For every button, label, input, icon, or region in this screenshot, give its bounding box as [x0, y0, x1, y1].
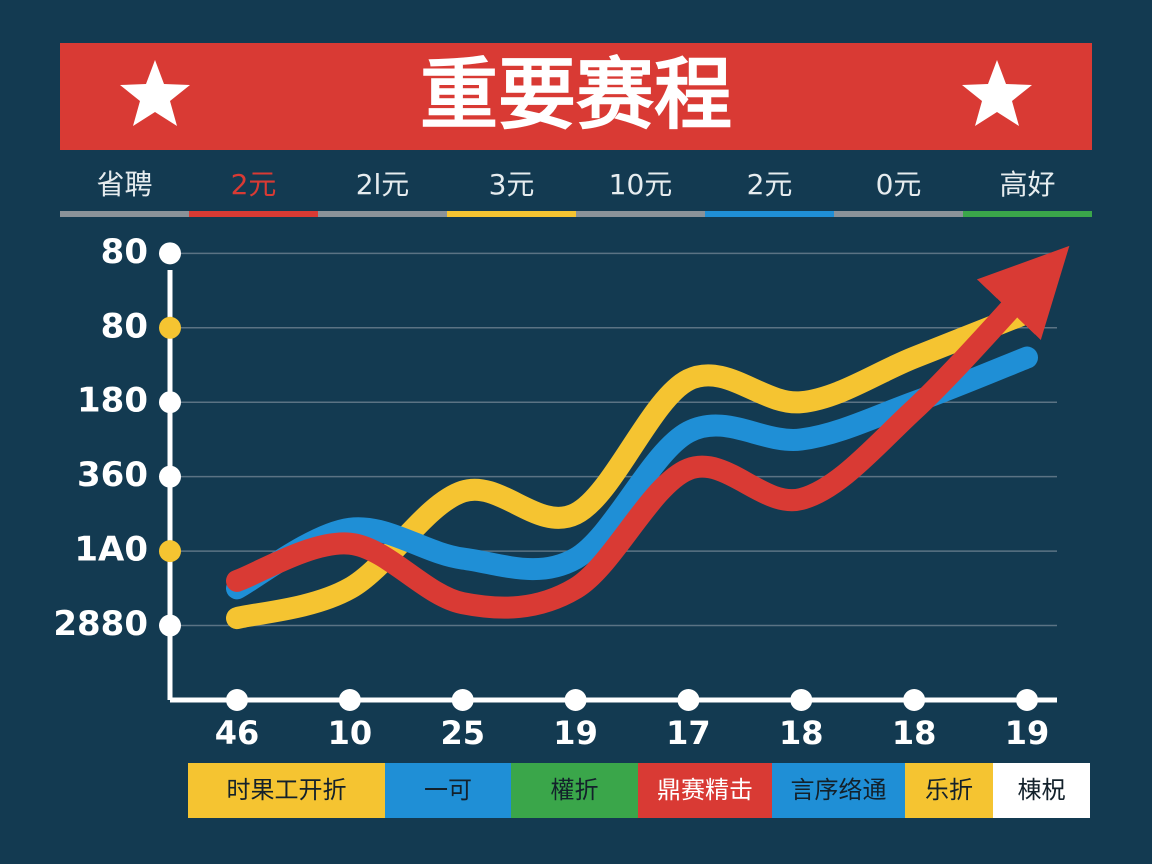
legend-swatch — [772, 763, 905, 818]
y-tick-label: 80 — [101, 232, 148, 272]
star — [120, 60, 190, 126]
y-tick-label: 80 — [101, 306, 148, 346]
tab-underline — [189, 211, 318, 217]
legend-label: 言序络通 — [791, 776, 887, 804]
tab-label: 10元 — [609, 168, 673, 201]
series-line — [226, 301, 1038, 630]
tab-underline — [60, 211, 189, 217]
star — [962, 60, 1032, 126]
tab-underline — [705, 211, 834, 217]
x-tick-label: 46 — [215, 714, 260, 752]
x-tick-dot — [451, 689, 474, 711]
tab-label: 3元 — [489, 168, 535, 201]
y-tick-dot — [159, 614, 181, 637]
x-tick-dot — [338, 689, 361, 711]
legend-swatch — [511, 763, 638, 818]
x-tick-label: 10 — [328, 714, 373, 752]
x-tick-label: 18 — [892, 714, 937, 752]
x-tick-dot — [790, 689, 813, 711]
series-line — [226, 346, 1038, 600]
series-line — [226, 245, 1070, 619]
y-tick-label: 2880 — [53, 604, 148, 644]
x-tick-dot — [1016, 689, 1038, 711]
x-tick-label: 19 — [1005, 714, 1050, 752]
legend-swatch — [188, 763, 385, 818]
legend-swatch — [905, 763, 993, 818]
tab-label: 高好 — [999, 168, 1055, 201]
tab-underline — [963, 211, 1092, 217]
tab-label: 2l元 — [356, 168, 410, 201]
tab-label: 省聘 — [96, 168, 152, 201]
x-tick-dot — [677, 689, 700, 711]
x-tick-label: 25 — [440, 714, 485, 752]
x-tick-label: 17 — [666, 714, 711, 752]
title-banner — [60, 43, 1092, 150]
y-tick-dot — [159, 391, 181, 414]
legend-label: 乐折 — [925, 776, 973, 804]
legend-label: 鼎赛精击 — [657, 776, 753, 804]
legend-label: 棟柷 — [1018, 776, 1066, 804]
x-tick-dot — [564, 689, 587, 711]
y-tick-dot — [159, 316, 181, 339]
legend-label: 时果工开折 — [227, 776, 347, 804]
legend-label: 權折 — [551, 776, 599, 804]
x-tick-label: 19 — [553, 714, 598, 752]
legend-label: 一可 — [424, 776, 472, 804]
y-tick-dot — [159, 540, 181, 563]
legend-swatch — [385, 763, 511, 818]
legend-swatch — [993, 763, 1090, 818]
x-tick-dot — [903, 689, 926, 711]
y-tick-label: 1A0 — [74, 530, 148, 570]
chart-title: 重要赛程 — [420, 50, 732, 140]
y-tick-dot — [159, 465, 181, 488]
tab-underline — [576, 211, 705, 217]
tab-label: 0元 — [876, 168, 922, 201]
y-tick-label: 180 — [77, 381, 148, 421]
tab-label: 2元 — [747, 168, 793, 201]
y-tick-dot — [159, 242, 181, 265]
tab-label: 2元 — [231, 168, 277, 201]
legend-swatch — [638, 763, 772, 818]
y-tick-label: 360 — [77, 455, 148, 495]
x-tick-label: 18 — [779, 714, 824, 752]
tab-underline — [318, 211, 447, 217]
tab-underline — [834, 211, 963, 217]
x-tick-dot — [226, 689, 248, 711]
tab-underline — [447, 211, 576, 217]
